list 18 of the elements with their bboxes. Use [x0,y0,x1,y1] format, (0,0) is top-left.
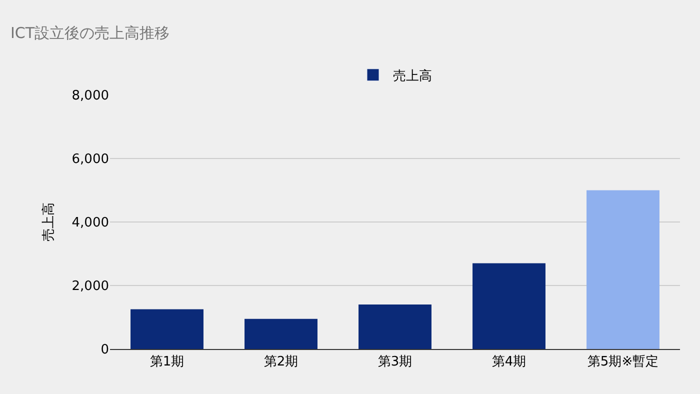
x-tick-label: 第1期 [150,354,184,370]
y-tick-label: 2,000 [72,279,109,294]
x-tick-label: 第3期 [378,354,412,370]
x-tick-label: 第4期 [492,354,526,370]
bar [244,318,318,349]
y-tick-label: 4,000 [72,216,109,231]
bar [472,263,546,349]
x-tick-label: 第2期 [264,354,298,370]
x-tick-label: 第5期※暫定 [587,354,659,370]
y-tick-label: 8,000 [72,88,109,104]
bar [130,309,204,349]
y-tick-label: 0 [100,342,109,358]
bar [358,304,432,349]
legend-label: 売上高 [393,68,432,84]
y-axis-title: 売上高 [40,202,57,242]
chart-title: ICT設立後の売上高推移 [10,24,170,42]
bar [586,190,660,349]
y-tick-label: 6,000 [72,152,109,168]
